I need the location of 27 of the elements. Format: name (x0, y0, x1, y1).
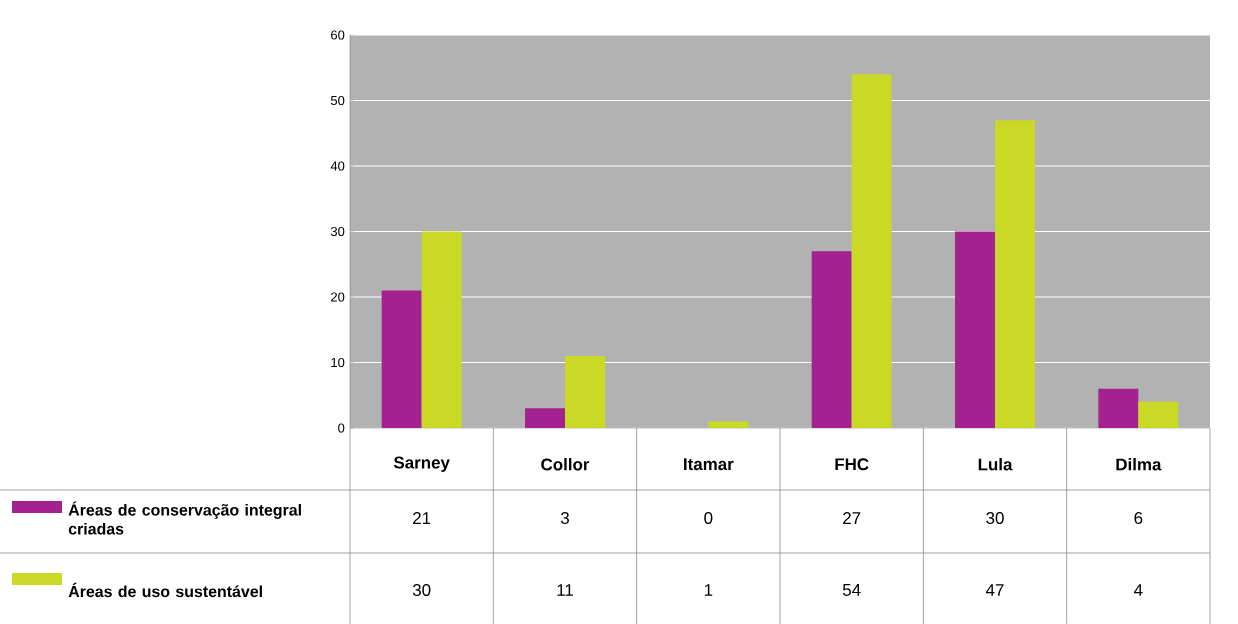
legend-label: Áreas de uso sustentável (68, 582, 262, 598)
y-tick-label: 20 (331, 292, 345, 302)
y-tick-label: 60 (331, 30, 345, 40)
data-label: 30 (986, 511, 1004, 524)
y-tick-label: 40 (330, 161, 345, 171)
data-label: 0 (704, 511, 713, 524)
x-tick-label: Collor (541, 458, 590, 471)
x-tick-label: Sarney (393, 456, 450, 472)
x-tick-label: Itamar (684, 458, 734, 471)
data-label: 54 (842, 584, 861, 596)
x-tick-label: Dilma (1116, 458, 1162, 471)
data-label: 3 (560, 511, 569, 524)
data-label: 4 (1134, 584, 1143, 596)
x-tick-label: Lula (978, 458, 1013, 471)
y-tick-label: 30 (330, 226, 345, 237)
data-label: 30 (412, 583, 431, 596)
y-tick-label: 0 (338, 423, 345, 433)
y-tick-label: 10 (331, 357, 345, 368)
data-label: 27 (843, 512, 861, 524)
x-tick-label: FHC (835, 458, 869, 471)
data-label: 47 (985, 584, 1004, 596)
y-tick-label: 50 (330, 95, 345, 106)
legend-label: Áreas de conservação integral criadas (68, 501, 301, 535)
data-label: 6 (1134, 511, 1143, 524)
data-label: 11 (557, 584, 573, 596)
data-label: 21 (413, 512, 431, 524)
data-label: 1 (704, 584, 713, 596)
